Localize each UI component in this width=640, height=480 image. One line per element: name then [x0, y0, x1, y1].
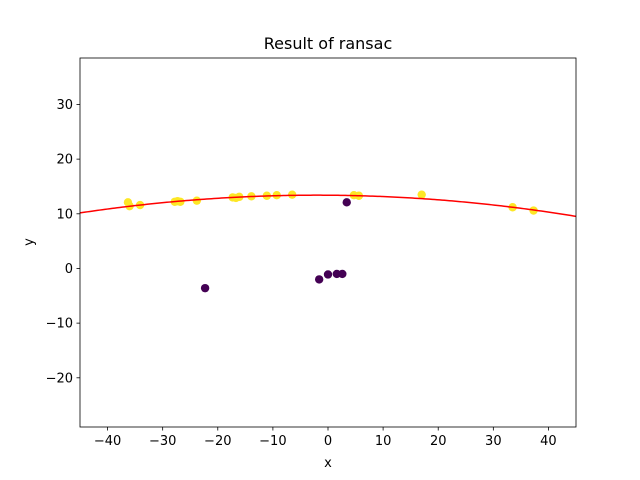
chart-title: Result of ransac [264, 34, 393, 53]
y-tick-label: 20 [56, 153, 73, 168]
x-tick-label: 0 [324, 434, 332, 449]
inlier-point [417, 190, 425, 198]
x-tick-label: 40 [540, 434, 557, 449]
y-tick-label: 0 [65, 262, 73, 277]
y-tick-label: −20 [46, 371, 73, 386]
x-tick-label: −10 [259, 434, 286, 449]
x-tick-label: 30 [485, 434, 502, 449]
y-tick-label: 10 [56, 207, 73, 222]
outlier-point [343, 198, 351, 206]
x-tick-label: −30 [149, 434, 176, 449]
x-axis-label: x [324, 456, 332, 471]
x-tick-label: −40 [94, 434, 121, 449]
x-tick-label: 20 [430, 434, 447, 449]
y-tick-label: 30 [56, 98, 73, 113]
outlier-point [315, 275, 323, 283]
x-tick-label: 10 [375, 434, 392, 449]
outlier-point [338, 270, 346, 278]
outlier-point [201, 284, 209, 292]
x-tick-label: −20 [204, 434, 231, 449]
outlier-point [324, 270, 332, 278]
y-axis-label: y [22, 238, 37, 246]
y-tick-label: −10 [46, 317, 73, 332]
